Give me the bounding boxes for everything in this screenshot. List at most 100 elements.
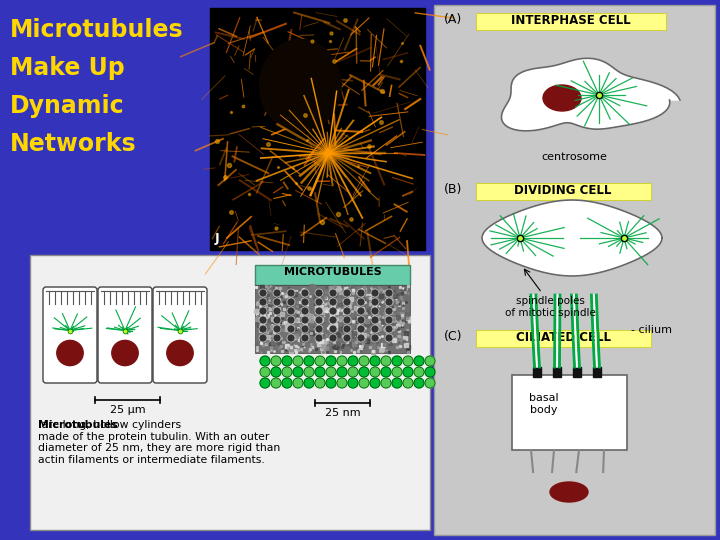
Bar <box>476 330 651 347</box>
Circle shape <box>348 356 358 366</box>
Circle shape <box>273 298 281 306</box>
Text: (A): (A) <box>444 13 462 26</box>
Circle shape <box>304 367 314 377</box>
Circle shape <box>392 367 402 377</box>
Circle shape <box>403 356 413 366</box>
Circle shape <box>273 307 281 315</box>
Circle shape <box>329 316 337 324</box>
Circle shape <box>293 378 303 388</box>
Circle shape <box>304 378 314 388</box>
Bar <box>553 367 561 377</box>
Circle shape <box>371 289 379 297</box>
Circle shape <box>343 325 351 333</box>
Text: - cilium: - cilium <box>631 325 672 335</box>
Circle shape <box>315 307 323 315</box>
Circle shape <box>357 289 365 297</box>
Circle shape <box>348 378 358 388</box>
Bar <box>30 255 430 530</box>
Circle shape <box>273 316 281 324</box>
Text: Dynamic: Dynamic <box>10 94 125 118</box>
Circle shape <box>315 289 323 297</box>
Circle shape <box>259 289 267 297</box>
Circle shape <box>359 367 369 377</box>
Circle shape <box>273 289 281 297</box>
Ellipse shape <box>550 482 588 502</box>
Bar <box>476 183 651 200</box>
Circle shape <box>287 316 295 324</box>
Circle shape <box>315 316 323 324</box>
Text: INTERPHASE CELL: INTERPHASE CELL <box>511 14 631 27</box>
Circle shape <box>329 289 337 297</box>
Circle shape <box>301 307 309 315</box>
Circle shape <box>359 356 369 366</box>
Circle shape <box>343 307 351 315</box>
Text: Microtubules: Microtubules <box>38 420 117 430</box>
Circle shape <box>326 367 336 377</box>
Circle shape <box>315 378 325 388</box>
Circle shape <box>301 334 309 342</box>
Circle shape <box>301 316 309 324</box>
FancyBboxPatch shape <box>153 287 207 383</box>
Circle shape <box>337 356 347 366</box>
Bar <box>511 375 626 450</box>
Ellipse shape <box>259 39 341 131</box>
Circle shape <box>282 367 292 377</box>
Circle shape <box>385 325 393 333</box>
Circle shape <box>371 307 379 315</box>
Ellipse shape <box>57 340 84 366</box>
Circle shape <box>259 325 267 333</box>
Circle shape <box>357 298 365 306</box>
Circle shape <box>287 334 295 342</box>
Polygon shape <box>501 58 680 131</box>
Circle shape <box>403 367 413 377</box>
Circle shape <box>260 356 270 366</box>
Circle shape <box>359 378 369 388</box>
Circle shape <box>315 367 325 377</box>
Circle shape <box>260 378 270 388</box>
Ellipse shape <box>543 85 581 111</box>
Circle shape <box>287 289 295 297</box>
Circle shape <box>259 298 267 306</box>
Circle shape <box>357 307 365 315</box>
Circle shape <box>381 367 391 377</box>
FancyBboxPatch shape <box>43 287 97 383</box>
Circle shape <box>357 325 365 333</box>
Text: are long, hollow cylinders
made of the protein tubulin. With an outer
diameter o: are long, hollow cylinders made of the p… <box>38 420 280 465</box>
Circle shape <box>315 356 325 366</box>
Text: DIVIDING CELL: DIVIDING CELL <box>514 184 612 197</box>
Circle shape <box>271 378 281 388</box>
Circle shape <box>259 334 267 342</box>
Text: 25 nm: 25 nm <box>325 408 360 418</box>
Circle shape <box>343 298 351 306</box>
Text: (C): (C) <box>444 330 462 343</box>
Circle shape <box>260 367 270 377</box>
Ellipse shape <box>167 340 193 366</box>
Circle shape <box>370 378 380 388</box>
Text: Make Up: Make Up <box>10 56 125 80</box>
Circle shape <box>343 334 351 342</box>
Circle shape <box>357 334 365 342</box>
Bar <box>255 285 410 353</box>
Circle shape <box>301 289 309 297</box>
Circle shape <box>371 325 379 333</box>
Text: 25 μm: 25 μm <box>109 405 145 415</box>
Circle shape <box>371 316 379 324</box>
Text: (B): (B) <box>444 183 462 196</box>
Circle shape <box>329 307 337 315</box>
Circle shape <box>282 378 292 388</box>
FancyBboxPatch shape <box>98 287 152 383</box>
Circle shape <box>287 298 295 306</box>
Text: spindle poles
of mitotic spindle: spindle poles of mitotic spindle <box>505 296 595 318</box>
Circle shape <box>381 356 391 366</box>
Circle shape <box>385 334 393 342</box>
Circle shape <box>392 378 402 388</box>
Text: basal
body: basal body <box>529 393 559 415</box>
Circle shape <box>414 378 424 388</box>
Circle shape <box>273 334 281 342</box>
Circle shape <box>425 367 435 377</box>
Circle shape <box>329 334 337 342</box>
Circle shape <box>343 289 351 297</box>
Circle shape <box>392 356 402 366</box>
Circle shape <box>315 298 323 306</box>
Bar <box>533 367 541 377</box>
